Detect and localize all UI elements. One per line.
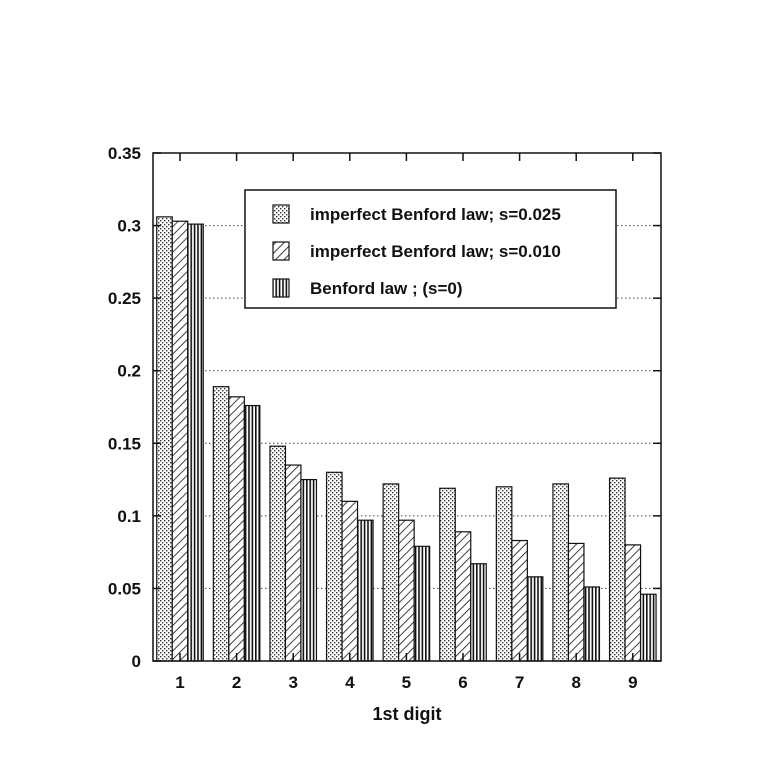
y-tick-label: 0.05 bbox=[108, 579, 141, 598]
bar-diagonal-digit-4 bbox=[341, 500, 359, 662]
legend-label: imperfect Benford law; s=0.010 bbox=[310, 242, 561, 261]
legend-box bbox=[244, 189, 617, 309]
axis-ticks bbox=[153, 152, 661, 662]
legend-label: imperfect Benford law; s=0.025 bbox=[310, 205, 561, 224]
bar-vertical-digit-4 bbox=[356, 519, 374, 662]
bar-diagonal-digit-5 bbox=[398, 519, 415, 662]
bar-diagonal-digit-6 bbox=[454, 531, 472, 662]
y-tick-label: 0.3 bbox=[117, 217, 141, 236]
x-tick-label: 4 bbox=[345, 673, 355, 692]
bar-dots-digit-5 bbox=[382, 483, 400, 662]
bar-dots-digit-8 bbox=[552, 483, 570, 662]
y-tick-label: 0 bbox=[132, 652, 141, 671]
bar-dots-digit-6 bbox=[439, 487, 456, 662]
x-tick-label: 6 bbox=[458, 673, 467, 692]
legend: imperfect Benford law; s=0.025 imperfect … bbox=[244, 189, 617, 309]
bar-vertical-digit-7 bbox=[526, 576, 544, 662]
legend-swatch-vertical bbox=[272, 278, 290, 298]
x-tick-label: 9 bbox=[628, 673, 637, 692]
x-tick-label: 8 bbox=[571, 673, 580, 692]
x-tick-label: 3 bbox=[288, 673, 297, 692]
y-tick-label: 0.2 bbox=[117, 362, 141, 381]
bar-vertical-digit-2 bbox=[243, 404, 261, 662]
bar-diagonal-digit-9 bbox=[624, 544, 642, 662]
x-tick-label: 5 bbox=[402, 673, 411, 692]
bar-dots-digit-3 bbox=[269, 445, 287, 662]
bar-diagonal-digit-2 bbox=[228, 396, 245, 662]
y-tick-label: 0.25 bbox=[108, 289, 141, 308]
x-tick-label: 1 bbox=[175, 673, 184, 692]
bar-dots-digit-2 bbox=[212, 386, 230, 662]
bar-vertical-digit-8 bbox=[583, 586, 601, 662]
y-tick-label: 0.35 bbox=[108, 144, 141, 163]
x-axis-title: 1st digit bbox=[372, 704, 441, 724]
legend-label: Benford law ; (s=0) bbox=[310, 279, 463, 298]
y-tick-label: 0.1 bbox=[117, 507, 141, 526]
x-tick-label: 2 bbox=[232, 673, 241, 692]
bar-dots-digit-9 bbox=[608, 477, 626, 662]
bar-diagonal-digit-7 bbox=[511, 539, 528, 662]
legend-swatch-dots bbox=[272, 204, 290, 224]
y-tick-label: 0.15 bbox=[108, 434, 141, 453]
bar-dots-digit-7 bbox=[495, 486, 513, 662]
bar-diagonal-digit-1 bbox=[171, 220, 189, 662]
bar-vertical-digit-1 bbox=[187, 223, 204, 662]
bar-dots-digit-1 bbox=[156, 216, 173, 662]
bar-vertical-digit-3 bbox=[300, 478, 318, 662]
x-axis-tick-labels: 1 2 3 4 5 6 7 8 9 bbox=[175, 673, 637, 692]
y-axis-tick-labels: 0 0.05 0.1 0.15 0.2 0.25 0.3 0.35 bbox=[108, 144, 141, 671]
x-tick-label: 7 bbox=[515, 673, 524, 692]
legend-swatch-diagonal bbox=[272, 241, 290, 261]
bar-vertical-digit-9 bbox=[639, 593, 657, 662]
bar-vertical-digit-6 bbox=[470, 563, 487, 662]
bar-dots-digit-4 bbox=[325, 471, 343, 662]
bar-diagonal-digit-8 bbox=[567, 542, 585, 662]
bar-vertical-digit-5 bbox=[413, 545, 431, 662]
bar-diagonal-digit-3 bbox=[284, 464, 302, 662]
